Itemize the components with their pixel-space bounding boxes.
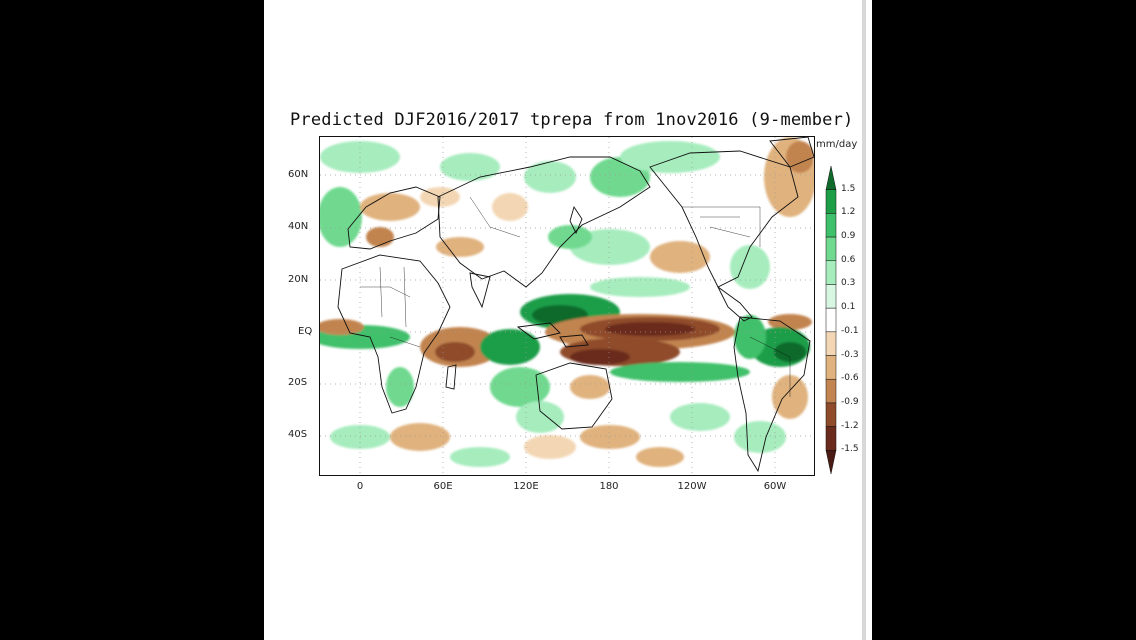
lon-label-0: 0	[356, 481, 364, 492]
coastlines	[337, 137, 814, 473]
lat-label-60n: 60N	[288, 169, 309, 180]
anomaly-field	[320, 137, 814, 467]
colorbar-level-label: 1.2	[841, 207, 856, 218]
colorbar-segment	[825, 165, 837, 190]
map-title: Predicted DJF2016/2017 tprepa from 1nov2…	[290, 110, 854, 130]
precipitation-anomaly-map	[319, 136, 815, 476]
map-canvas	[320, 137, 814, 475]
colorbar-unit: mm/day	[816, 139, 858, 150]
lon-label-120w: 120W	[677, 481, 707, 492]
lon-label-120e: 120E	[513, 481, 539, 492]
lat-label-40s: 40S	[288, 429, 308, 440]
lat-label-20s: 20S	[288, 377, 308, 388]
colorbar-level-label: -0.1	[841, 325, 859, 336]
colorbar-level-label: 0.1	[841, 302, 856, 313]
colorbar-segment	[825, 189, 837, 214]
colorbar-segment	[825, 426, 837, 451]
map-gridlines	[320, 137, 814, 475]
viewer-edge-strip	[862, 0, 866, 640]
colorbar-level-label: -1.5	[841, 444, 859, 455]
colorbar-segment	[825, 355, 837, 380]
colorbar-level-label: 1.5	[841, 183, 856, 194]
country-borders	[360, 196, 791, 397]
lat-label-eq: EQ	[298, 326, 313, 337]
colorbar-level-label: -0.3	[841, 349, 859, 360]
colorbar-segment	[825, 307, 837, 333]
colorbar-segment	[825, 236, 837, 262]
colorbar-segment	[825, 450, 837, 475]
lon-label-60w: 60W	[763, 481, 787, 492]
colorbar-segment	[825, 260, 837, 285]
colorbar-segment	[825, 331, 837, 356]
colorbar-segment	[825, 284, 837, 309]
lat-label-40n: 40N	[288, 221, 309, 232]
colorbar-level-label: -0.9	[841, 396, 859, 407]
colorbar-segment	[825, 213, 837, 238]
colorbar-segment	[825, 378, 837, 404]
lon-label-60e: 60E	[433, 481, 453, 492]
colorbar-level-label: 0.3	[841, 278, 856, 289]
colorbar-level-label: -1.2	[841, 420, 859, 431]
lat-label-20n: 20N	[288, 274, 309, 285]
colorbar	[825, 165, 837, 475]
colorbar-level-label: -0.6	[841, 373, 859, 384]
colorbar-segment	[825, 402, 837, 427]
colorbar-level-label: 0.6	[841, 254, 856, 265]
lon-label-180: 180	[599, 481, 619, 492]
colorbar-level-label: 0.9	[841, 231, 856, 242]
